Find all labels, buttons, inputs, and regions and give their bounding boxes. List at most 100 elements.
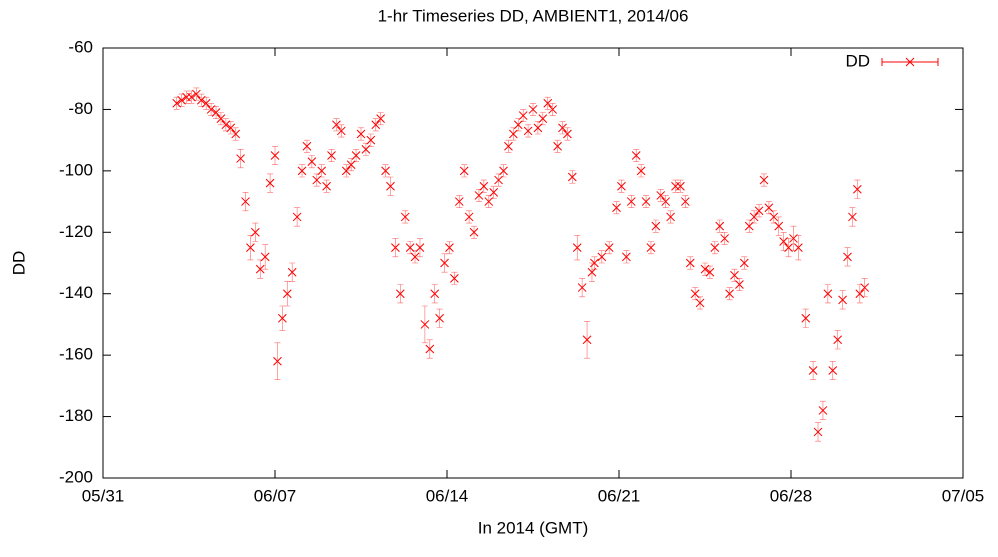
- point: [336, 126, 346, 136]
- point: [794, 243, 803, 252]
- point: [680, 197, 690, 206]
- point: [818, 406, 828, 415]
- point: [317, 166, 327, 176]
- point: [391, 243, 400, 252]
- point: [710, 243, 720, 252]
- point: [489, 188, 499, 197]
- point: [577, 283, 587, 292]
- point: [282, 289, 292, 299]
- point: [371, 120, 381, 130]
- point: [435, 313, 444, 323]
- point: [177, 95, 186, 105]
- point: [563, 129, 572, 139]
- y-tick-label: -100: [59, 160, 93, 179]
- point: [201, 98, 211, 108]
- point: [499, 166, 508, 176]
- point: [548, 105, 558, 114]
- point: [784, 243, 793, 252]
- point: [774, 221, 784, 231]
- y-tick-label: -80: [68, 99, 93, 118]
- x-tick-label: 06/28: [770, 486, 813, 505]
- point: [312, 175, 322, 185]
- point: [705, 267, 715, 277]
- point: [789, 234, 798, 243]
- point: [735, 280, 744, 289]
- legend-marker: [881, 57, 939, 67]
- point: [420, 320, 430, 329]
- point: [454, 197, 464, 206]
- point: [690, 289, 700, 299]
- x-tick-label: 06/07: [254, 486, 297, 505]
- point: [278, 313, 287, 323]
- legend-label: DD: [845, 51, 870, 70]
- point: [764, 203, 774, 213]
- point: [828, 366, 838, 375]
- x-tick-label: 05/31: [82, 486, 125, 505]
- point: [469, 227, 479, 237]
- point: [221, 120, 231, 130]
- point: [769, 212, 779, 222]
- point: [754, 206, 764, 216]
- point: [260, 252, 270, 262]
- point: [855, 289, 865, 299]
- point: [508, 129, 518, 139]
- point: [231, 129, 241, 139]
- point: [351, 151, 361, 160]
- point: [307, 157, 317, 166]
- point: [464, 212, 474, 222]
- point: [410, 252, 420, 262]
- point: [405, 243, 415, 252]
- point: [533, 123, 543, 133]
- point: [749, 212, 759, 222]
- plot-frame: [102, 47, 964, 479]
- point: [273, 356, 282, 366]
- point: [604, 243, 614, 252]
- x-tick-label: 07/05: [942, 486, 985, 505]
- point: [543, 98, 553, 108]
- point: [558, 123, 567, 133]
- point: [513, 120, 523, 130]
- point: [425, 344, 435, 354]
- point: [725, 289, 734, 299]
- point: [206, 105, 216, 114]
- point: [538, 114, 548, 123]
- point: [430, 289, 440, 299]
- point: [241, 197, 250, 206]
- point: [440, 258, 449, 268]
- point: [612, 203, 621, 213]
- point: [833, 335, 843, 345]
- point: [567, 172, 577, 182]
- point: [553, 141, 562, 151]
- x-tick-label: 06/14: [426, 486, 469, 505]
- point: [322, 181, 331, 191]
- point: [597, 252, 607, 262]
- point: [700, 264, 710, 274]
- point: [813, 427, 823, 437]
- point: [572, 243, 582, 252]
- point: [590, 258, 599, 268]
- point: [676, 181, 685, 191]
- point: [523, 126, 533, 136]
- point: [848, 212, 857, 222]
- point: [636, 166, 646, 176]
- point: [685, 258, 695, 268]
- point: [265, 178, 275, 188]
- point: [366, 135, 376, 145]
- point: [646, 243, 656, 252]
- point: [297, 166, 307, 176]
- point: [302, 141, 312, 151]
- point: [474, 191, 484, 200]
- x-tick-label: 06/21: [598, 486, 641, 505]
- point: [651, 221, 661, 231]
- point: [739, 258, 749, 268]
- point: [479, 181, 489, 191]
- point: [346, 160, 356, 170]
- point: [744, 221, 754, 231]
- point: [823, 289, 833, 299]
- point: [838, 295, 847, 305]
- point: [641, 197, 651, 206]
- point: [715, 221, 725, 231]
- point: [730, 270, 739, 280]
- point: [528, 105, 538, 114]
